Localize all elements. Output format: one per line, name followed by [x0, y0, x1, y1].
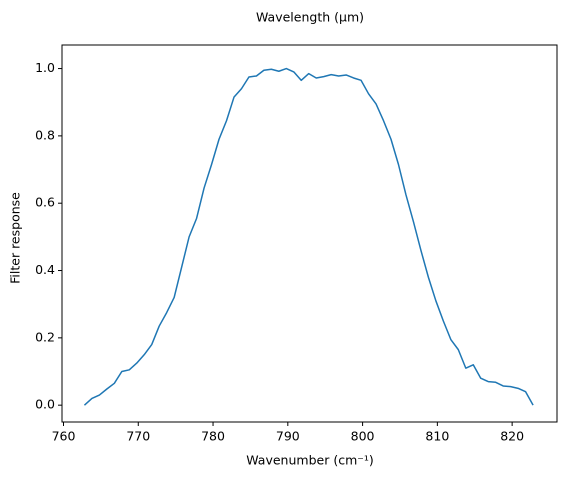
x2-axis-label: Wavelength (μm) [256, 10, 364, 25]
data-line [83, 67, 534, 406]
x-axis-label: Wavenumber (cm⁻¹) [246, 453, 373, 468]
y-tick-label: 0.0 [35, 397, 55, 412]
x-tick-label: 760 [52, 429, 76, 444]
y-tick-label: 1.0 [35, 60, 55, 75]
y-tick-label: 0.2 [35, 329, 55, 344]
y-tick-label: 0.6 [35, 195, 55, 210]
y-tick-label: 0.4 [35, 262, 55, 277]
x-tick-label: 810 [425, 429, 449, 444]
y-axis-label: Filter response [8, 192, 23, 284]
x-tick-label: 770 [126, 429, 150, 444]
x-tick-label: 790 [276, 429, 300, 444]
x-tick-label: 820 [500, 429, 524, 444]
x-tick-label: 780 [201, 429, 225, 444]
x-tick-label: 800 [351, 429, 375, 444]
plot-frame [61, 44, 558, 423]
y-tick-label: 0.8 [35, 127, 55, 142]
